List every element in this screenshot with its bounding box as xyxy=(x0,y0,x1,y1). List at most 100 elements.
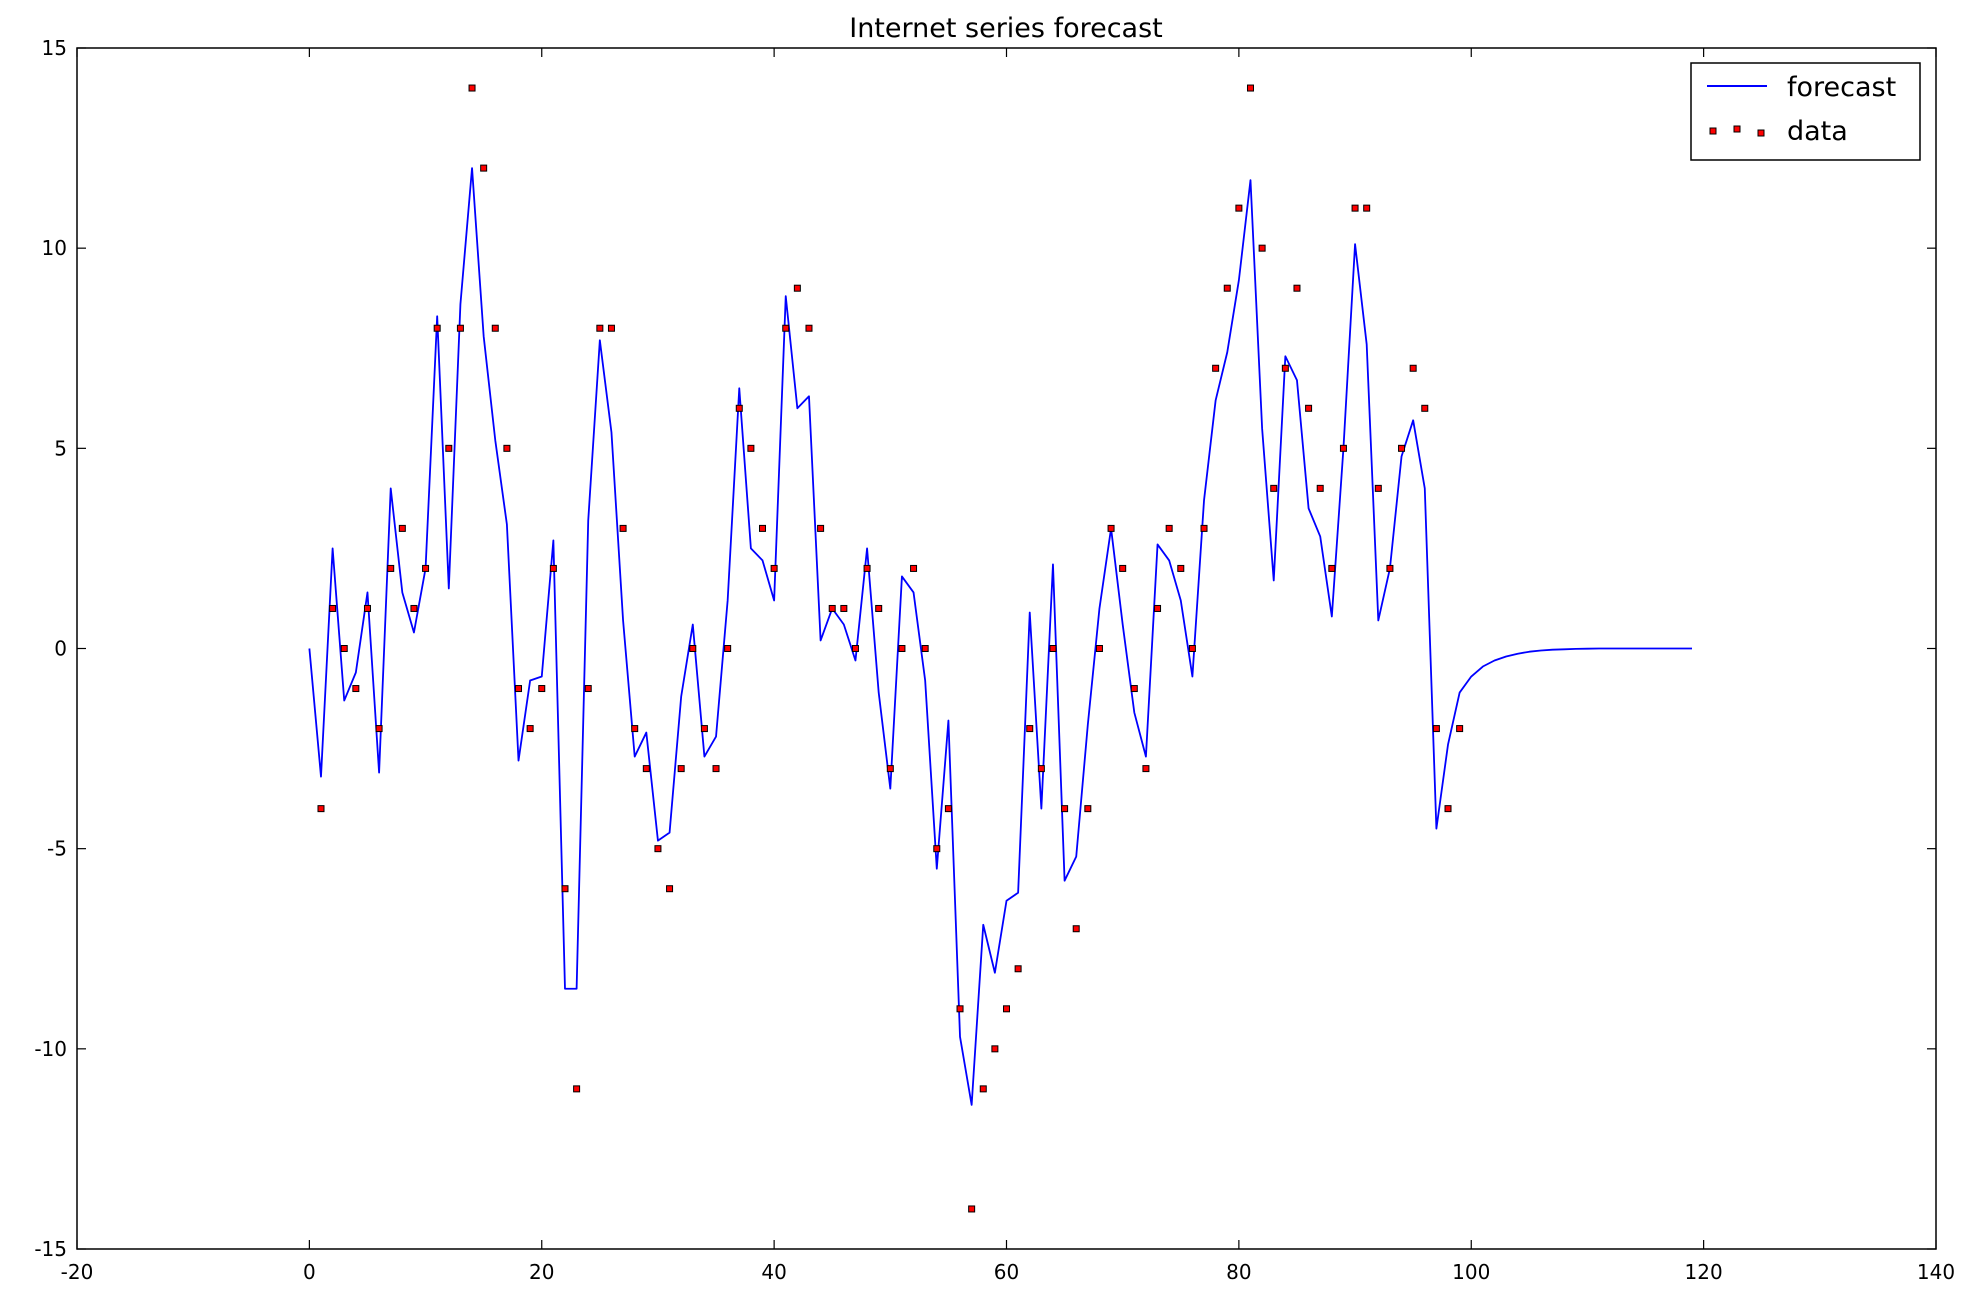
x-tick-label: 120 xyxy=(1685,1260,1723,1284)
data-point xyxy=(503,444,511,452)
data-point xyxy=(1386,564,1394,572)
data-point xyxy=(840,604,848,612)
data-point xyxy=(596,324,604,332)
data-point xyxy=(782,324,790,332)
data-point xyxy=(886,765,894,773)
data-point xyxy=(1212,364,1220,372)
data-point xyxy=(1154,604,1162,612)
data-point xyxy=(1119,564,1127,572)
data-point xyxy=(1293,284,1301,292)
data-point xyxy=(1398,444,1406,452)
data-point xyxy=(1223,284,1231,292)
data-point xyxy=(422,564,430,572)
data-point xyxy=(549,564,557,572)
data-point xyxy=(317,805,325,813)
legend-box xyxy=(1690,62,1921,161)
x-tick-label: 0 xyxy=(303,1260,316,1284)
data-point xyxy=(1421,404,1429,412)
y-tick-label: -10 xyxy=(34,1037,67,1061)
x-axis: -20 0 20 40 60 80 100 120 140 xyxy=(61,48,1955,1284)
data-point xyxy=(724,645,732,652)
data-point xyxy=(898,645,906,652)
data-point xyxy=(1130,685,1138,693)
data-point xyxy=(875,604,883,612)
data-point xyxy=(410,604,418,612)
data-point xyxy=(793,284,801,292)
data-point xyxy=(433,324,441,332)
data-point xyxy=(480,164,488,172)
y-tick-label: 0 xyxy=(54,637,67,661)
data-point xyxy=(1107,524,1115,532)
data-point xyxy=(979,1085,987,1093)
x-tick-label: 80 xyxy=(1226,1260,1251,1284)
legend-data-label: data xyxy=(1787,116,1848,147)
data-point xyxy=(1339,444,1347,452)
x-tick-label: 20 xyxy=(529,1260,554,1284)
data-point xyxy=(735,404,743,412)
data-point xyxy=(352,685,360,693)
data-point xyxy=(759,524,767,532)
data-point xyxy=(677,765,685,773)
data-point xyxy=(851,645,859,652)
data-point xyxy=(747,444,755,452)
data-point xyxy=(863,564,871,572)
data-point xyxy=(573,1085,581,1093)
x-tick-label: 100 xyxy=(1452,1260,1490,1284)
series-layer xyxy=(308,84,1693,1213)
data-point xyxy=(375,725,383,733)
data-point xyxy=(468,84,476,92)
data-point xyxy=(538,685,546,693)
data-point xyxy=(584,685,592,693)
data-point xyxy=(398,524,406,532)
plot-frame xyxy=(76,47,1937,1250)
x-tick-label: 140 xyxy=(1917,1260,1955,1284)
y-tick-label: 15 xyxy=(42,36,67,60)
data-point xyxy=(1084,805,1092,813)
data-point xyxy=(689,645,697,652)
y-tick-label: -15 xyxy=(34,1237,67,1261)
legend-data-marker xyxy=(1733,125,1741,133)
data-point xyxy=(607,324,615,332)
x-tick-label: 60 xyxy=(994,1260,1019,1284)
data-point xyxy=(968,1205,976,1213)
y-tick-label: -5 xyxy=(47,837,67,861)
y-tick-label: 5 xyxy=(54,436,67,460)
data-point xyxy=(1270,484,1278,492)
data-point xyxy=(944,805,952,813)
data-point xyxy=(1305,404,1313,412)
data-point xyxy=(1014,965,1022,973)
data-point xyxy=(1444,805,1452,813)
data-point xyxy=(910,564,918,572)
data-point xyxy=(1456,725,1464,733)
legend-data-marker xyxy=(1757,129,1765,137)
data-point xyxy=(654,845,662,853)
x-tick-label: -20 xyxy=(61,1260,94,1284)
data-point xyxy=(1328,564,1336,572)
data-point xyxy=(770,564,778,572)
data-point xyxy=(1246,84,1254,92)
data-point xyxy=(1200,524,1208,532)
data-point xyxy=(921,645,929,652)
data-point xyxy=(561,885,569,893)
data-point xyxy=(712,765,720,773)
data-point xyxy=(340,645,348,652)
y-tick-label: 10 xyxy=(42,236,67,260)
data-point xyxy=(666,885,674,893)
data-point xyxy=(1049,645,1057,652)
data-point xyxy=(1177,564,1185,572)
data-point xyxy=(329,604,337,612)
data-point xyxy=(526,725,534,733)
forecast-line xyxy=(308,167,1693,1106)
chart-title: Internet series forecast xyxy=(849,13,1163,44)
data-point xyxy=(1316,484,1324,492)
legend-data-swatch xyxy=(1709,125,1765,137)
legend-data-marker xyxy=(1709,127,1717,135)
data-point xyxy=(1026,725,1034,733)
data-point xyxy=(631,725,639,733)
data-point xyxy=(387,564,395,572)
legend-forecast-label: forecast xyxy=(1787,72,1896,103)
data-point xyxy=(700,725,708,733)
data-point xyxy=(828,604,836,612)
data-point xyxy=(515,685,523,693)
